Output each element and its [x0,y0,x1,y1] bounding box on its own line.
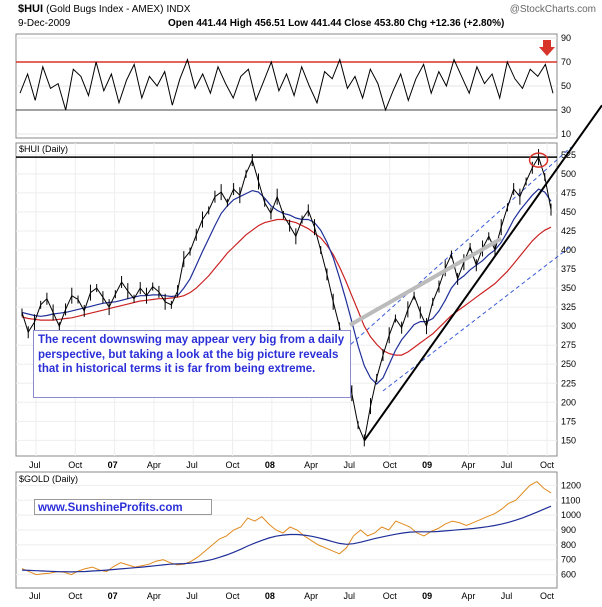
gold-ma-line [21,505,552,573]
header-date: 9-Dec-2009 [18,18,71,29]
hui-tick-label: 325 [561,302,576,312]
gold-tick-label: 1000 [561,510,581,520]
hui-x-tick-label: Oct [68,460,83,470]
hui-tick-label: 200 [561,397,576,407]
gold-x-tick-label: Oct [540,591,555,601]
down-arrow-icon [539,40,555,56]
hui-price-line [21,155,552,443]
rsi-tick-label: 70 [561,57,571,67]
gold-tick-label: 700 [561,555,576,565]
hui-x-tick-label: 07 [108,460,118,470]
gold-x-tick-label: Apr [461,591,475,601]
hui-x-tick-label: Oct [540,460,555,470]
gold-tick-label: 900 [561,525,576,535]
hui-high-circle [528,152,549,168]
hui-x-tick-label: Apr [461,460,475,470]
hui-x-tick-label: Jul [29,460,41,470]
gold-x-tick-label: Jul [186,591,198,601]
hui-tick-label: 375 [561,264,576,274]
hui-tick-label: 175 [561,416,576,426]
gold-x-tick-label: Oct [383,591,398,601]
gold-tick-label: 1200 [561,480,581,490]
header-exchange: INDX [166,4,191,15]
gold-x-tick-label: 09 [422,591,432,601]
gold-x-tick-label: Jul [29,591,41,601]
sunshineprofits-url[interactable]: www.SunshineProfits.com [34,499,212,515]
hui-channel-upper [345,146,572,350]
hui-tick-label: 525 [561,150,576,160]
rsi-series-line [19,58,554,112]
gold-x-tick-label: Jul [343,591,355,601]
rsi-tick-label: 30 [561,105,571,115]
hui-x-tick-label: Apr [304,460,318,470]
hui-x-tick-label: Oct [383,460,398,470]
callout-pointer [349,236,503,327]
hui-x-tick-label: Oct [226,460,241,470]
hui-tick-label: 450 [561,207,576,217]
hui-tick-label: 425 [561,226,576,236]
gold-tick-label: 800 [561,540,576,550]
hui-x-tick-label: Jul [343,460,355,470]
hui-panel-frame [15,142,558,457]
header-high: High 456.51 [229,18,286,29]
hui-tick-label: 475 [561,188,576,198]
hui-x-tick-label: Jul [186,460,198,470]
gold-tick-label: 1100 [561,495,580,505]
gold-tick-label: 600 [561,570,576,580]
header-symbol: $HUI [18,3,44,15]
hui-tick-label: 275 [561,340,576,350]
hui-channel-lower [382,245,572,392]
gold-x-tick-label: 07 [108,591,118,601]
hui-tick-label: 150 [561,435,576,445]
hui-ma-short-line [21,188,552,385]
header-low: Low 441.44 [288,18,342,29]
hui-x-tick-label: 08 [265,460,275,470]
hui-tick-label: 350 [561,283,576,293]
gold-x-tick-label: Apr [147,591,161,601]
rsi-tick-label: 50 [561,81,571,91]
gold-x-tick-label: Jul [501,591,513,601]
header-close: Close 453.80 [344,18,405,29]
hui-tick-label: 300 [561,321,576,331]
rsi-tick-label: 90 [561,33,571,43]
annotation-callout: The recent downswing may appear very big… [33,330,351,398]
header-chg: Chg +12.36 (+2.80%) [407,18,505,29]
hui-x-tick-label: Jul [501,460,513,470]
hui-x-tick-label: 09 [422,460,432,470]
gold-x-tick-label: Apr [304,591,318,601]
header-name: (Gold Bugs Index - AMEX) [46,4,164,15]
header-open: Open 441.44 [168,18,227,29]
hui-tick-label: 250 [561,359,576,369]
hui-tick-label: 500 [561,169,576,179]
gold-price-line [21,480,552,576]
hui-trend-line [363,104,602,441]
gold-panel-label: $GOLD (Daily) [19,474,78,484]
header-symbol-line: $HUI (Gold Bugs Index - AMEX) INDX [18,3,190,15]
hui-tick-label: 225 [561,378,576,388]
gold-x-tick-label: Oct [226,591,241,601]
stockcharts-watermark: @StockCharts.com [509,4,596,15]
gold-x-tick-label: 08 [265,591,275,601]
hui-panel-label: $HUI (Daily) [19,144,68,154]
hui-x-tick-label: Apr [147,460,161,470]
gold-x-tick-label: Oct [68,591,83,601]
rsi-tick-label: 10 [561,129,571,139]
header-quote: Open 441.44 High 456.51 Low 441.44 Close… [168,18,504,29]
hui-tick-label: 400 [561,245,576,255]
